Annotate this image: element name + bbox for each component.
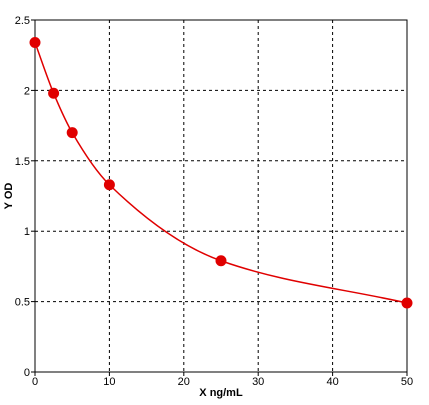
x-tick-label: 30 — [252, 376, 264, 388]
data-point — [215, 255, 227, 267]
x-tick-label: 0 — [32, 376, 38, 388]
y-tick-label: 2.5 — [15, 15, 30, 27]
grid — [35, 20, 407, 372]
data-point — [66, 127, 78, 139]
x-axis-title: X ng/mL — [199, 387, 243, 399]
y-tick-label: 1.5 — [15, 156, 30, 168]
data-point — [401, 297, 413, 309]
tick-marks — [31, 19, 408, 376]
y-tick-label: 0.5 — [15, 297, 30, 309]
plot-area — [34, 19, 408, 373]
data-point — [103, 179, 115, 191]
x-tick-labels: 0 10 20 30 40 50 — [32, 376, 413, 388]
y-tick-label: 1 — [24, 226, 30, 238]
x-tick-label: 10 — [103, 376, 115, 388]
y-axis-title: Y OD — [3, 183, 15, 210]
series-layer — [29, 37, 413, 309]
data-point — [48, 87, 60, 99]
x-tick-label: 50 — [401, 376, 413, 388]
y-tick-label: 2 — [24, 85, 30, 97]
x-tick-label: 20 — [178, 376, 190, 388]
y-tick-label: 0 — [24, 367, 30, 379]
y-tick-labels: 0 0.5 1 1.5 2 2.5 — [15, 15, 30, 379]
x-tick-label: 40 — [326, 376, 338, 388]
data-point — [29, 37, 41, 49]
